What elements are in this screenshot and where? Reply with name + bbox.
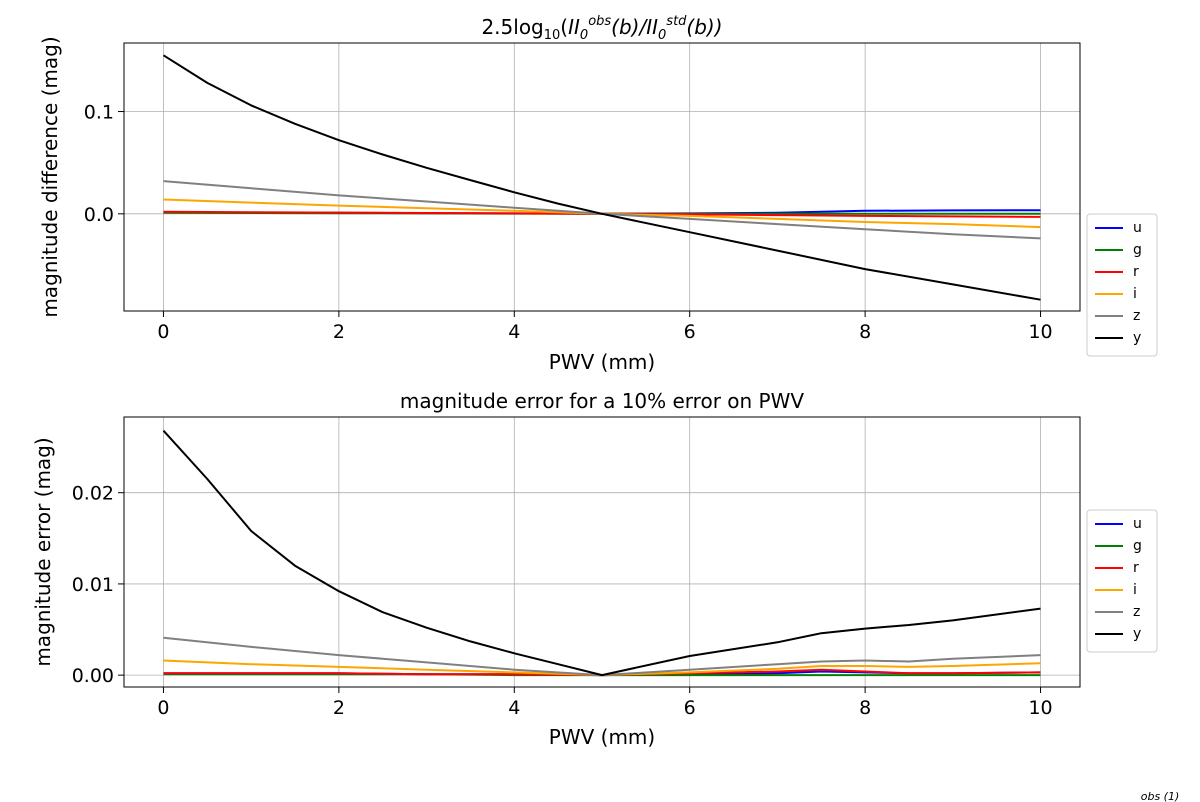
footer-cut-off-text: obs (1) — [1141, 790, 1180, 802]
top-gridlines — [124, 43, 1080, 311]
y-tick-label: 0.1 — [84, 102, 114, 124]
y-tick-label: 0.01 — [72, 574, 114, 596]
bottom-y-ticks: 0.00 0.01 0.02 — [72, 483, 124, 687]
top-series-lines — [162, 54, 1041, 301]
y-tick-label: 0.0 — [84, 204, 114, 226]
top-y-ticks: 0.0 0.1 — [84, 102, 124, 226]
legend-label-g: g — [1133, 538, 1142, 554]
top-axes-frame — [123, 42, 1081, 312]
x-tick-label: 8 — [859, 697, 871, 719]
y-tick-label: 0.02 — [72, 483, 114, 505]
x-tick-label: 4 — [508, 697, 520, 719]
y-tick-label: 0.00 — [72, 665, 114, 687]
x-tick-label: 6 — [684, 697, 696, 719]
x-tick-label: 0 — [157, 697, 169, 719]
legend-label-i: i — [1133, 582, 1137, 598]
legend-label-r: r — [1133, 264, 1139, 280]
legend-label-i: i — [1133, 286, 1137, 302]
legend-label-u: u — [1133, 220, 1142, 236]
top-x-ticks: 0 2 4 6 8 10 — [157, 311, 1053, 343]
top-chart-title: 2.5log10(II0obs(b)/II0std(b)) — [481, 14, 722, 43]
x-tick-label: 0 — [157, 321, 169, 343]
x-tick-label: 2 — [333, 697, 345, 719]
bottom-panel: 0 2 4 6 8 10 0.00 0.01 0.02 magnitude error for… — [31, 389, 1158, 749]
x-tick-label: 10 — [1028, 321, 1052, 343]
legend-box — [1086, 509, 1158, 653]
series-line-z — [163, 636, 1041, 677]
x-tick-label: 10 — [1028, 697, 1052, 719]
bottom-series-lines — [162, 430, 1041, 677]
series-line-i — [163, 659, 1041, 677]
x-tick-label: 8 — [859, 321, 871, 343]
top-panel: 0 2 4 6 8 10 0.0 0.1 2.5log10(II0obs(b)/II0std… — [38, 14, 1158, 374]
bottom-x-axis-label: PWV (mm) — [549, 725, 655, 749]
bottom-x-ticks: 0 2 4 6 8 10 — [157, 687, 1053, 719]
x-tick-label: 4 — [508, 321, 520, 343]
legend-label-z: z — [1133, 604, 1140, 620]
series-line-y — [162, 430, 1041, 677]
bottom-gridlines — [124, 417, 1080, 687]
x-tick-label: 6 — [684, 321, 696, 343]
legend-label-y: y — [1133, 330, 1141, 346]
legend-label-u: u — [1133, 516, 1142, 532]
bottom-chart-title: magnitude error for a 10% error on PWV — [400, 389, 804, 413]
legend-label-r: r — [1133, 560, 1139, 576]
top-y-axis-label: magnitude difference (mag) — [38, 36, 62, 317]
legend-label-g: g — [1133, 242, 1142, 258]
bottom-axes-frame — [123, 416, 1081, 688]
legend-label-z: z — [1133, 308, 1140, 324]
legend-label-y: y — [1133, 626, 1141, 642]
x-tick-label: 2 — [333, 321, 345, 343]
legend-box — [1086, 213, 1158, 357]
bottom-y-axis-label: magnitude error (mag) — [31, 437, 55, 666]
top-x-axis-label: PWV (mm) — [549, 350, 655, 374]
series-line-y — [162, 54, 1041, 301]
